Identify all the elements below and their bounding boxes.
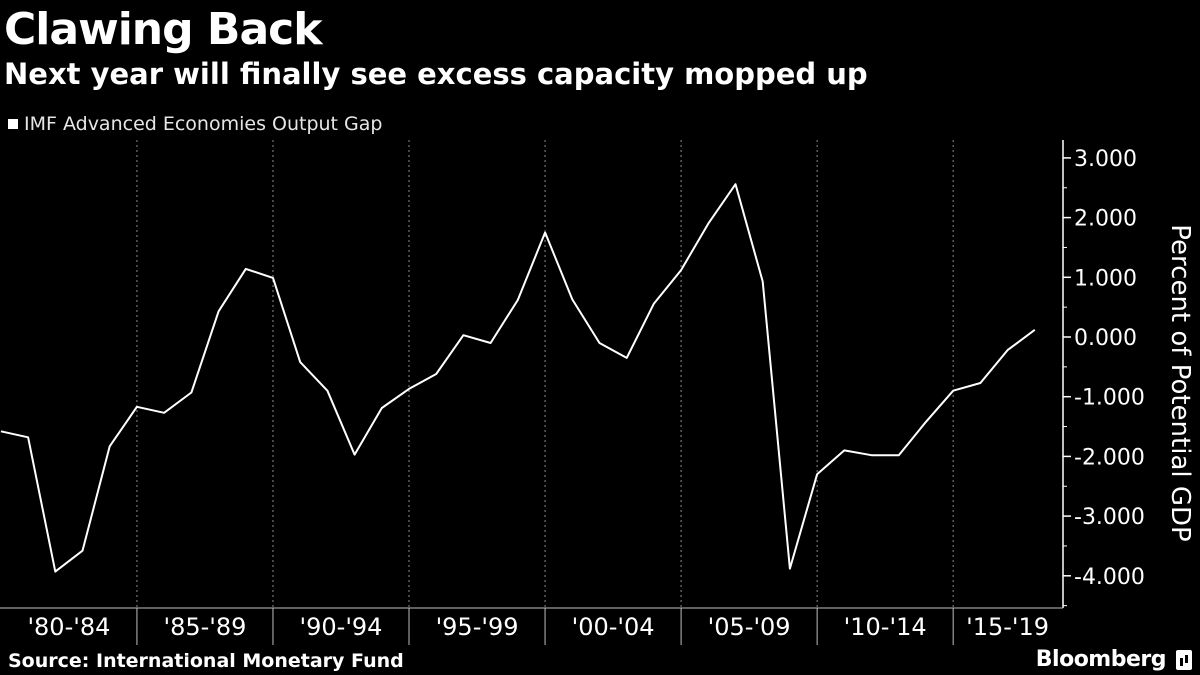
legend: IMF Advanced Economies Output Gap: [8, 111, 382, 137]
legend-label: IMF Advanced Economies Output Gap: [24, 113, 383, 135]
x-category-label: '85-'89: [163, 613, 246, 641]
chart-subtitle: Next year will finally see excess capaci…: [4, 57, 868, 91]
x-category-label: '80-'84: [27, 613, 110, 641]
grid-lines: [136, 140, 954, 608]
x-category-label: '95-'99: [436, 613, 519, 641]
y-tick-label: 2.000: [1074, 207, 1137, 232]
y-tick-label: -3.000: [1074, 505, 1145, 530]
x-category-label: '00-'04: [572, 613, 655, 641]
y-tick-label: -4.000: [1074, 565, 1145, 590]
axes: 3.000 2.000 1.000 0.000 -1.000 -2.000 -3.000 -4…: [0, 140, 1145, 645]
x-category-label: '10-'14: [844, 613, 927, 641]
y-tick-label: 3.000: [1074, 147, 1137, 172]
y-tick-label: 1.000: [1074, 266, 1137, 291]
bloomberg-terminal-icon: [1176, 650, 1192, 670]
chart-title: Clawing Back: [4, 4, 323, 55]
y-tick-label: -1.000: [1074, 386, 1145, 411]
y-tick-label: -2.000: [1074, 445, 1145, 470]
series-layer: [0, 183, 1036, 573]
y-tick-label: 0.000: [1074, 326, 1137, 351]
series-line-output-gap: [0, 183, 1036, 573]
legend-swatch: [8, 119, 18, 129]
x-category-label: '15-'19: [966, 613, 1049, 641]
source-note: Source: International Monetary Fund: [8, 650, 404, 672]
x-category-label: '05-'09: [708, 613, 791, 641]
x-category-label: '90-'94: [300, 613, 383, 641]
brand-logo-text: Bloomberg: [1035, 647, 1167, 672]
y-axis-label: Percent of Potential GDP: [1165, 224, 1195, 541]
